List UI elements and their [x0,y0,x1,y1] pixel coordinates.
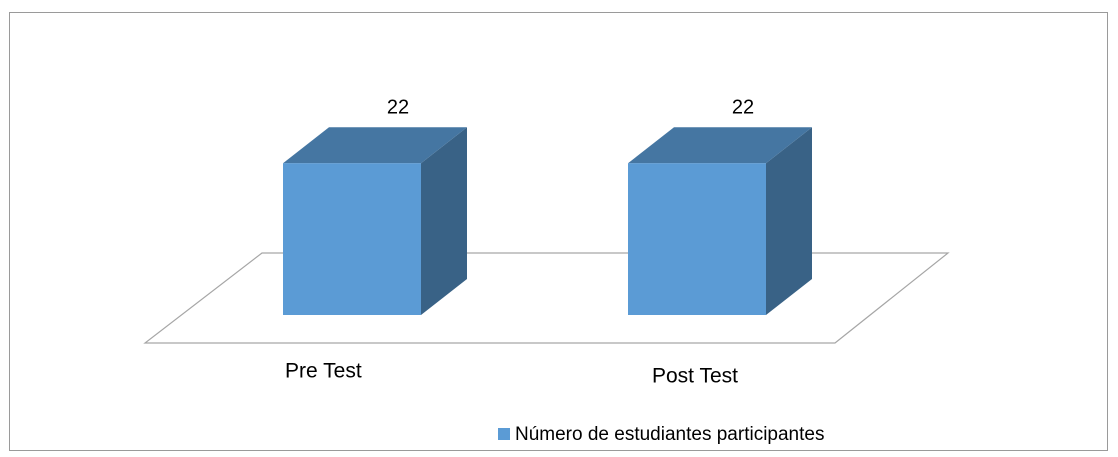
chart-border [9,12,1108,451]
data-label: 22 [732,96,754,118]
legend-label: Número de estudiantes participantes [515,424,824,445]
floor [143,252,950,344]
bar-top [628,127,812,164]
legend-swatch [498,428,510,440]
x-tick-label: Pre Test [285,360,362,383]
bar-top [283,127,467,164]
bar-side [421,127,467,315]
bar-side [766,127,812,315]
x-tick-label: Post Test [652,365,738,388]
bar [283,163,421,315]
data-label: 22 [387,96,409,118]
bar [628,163,766,315]
